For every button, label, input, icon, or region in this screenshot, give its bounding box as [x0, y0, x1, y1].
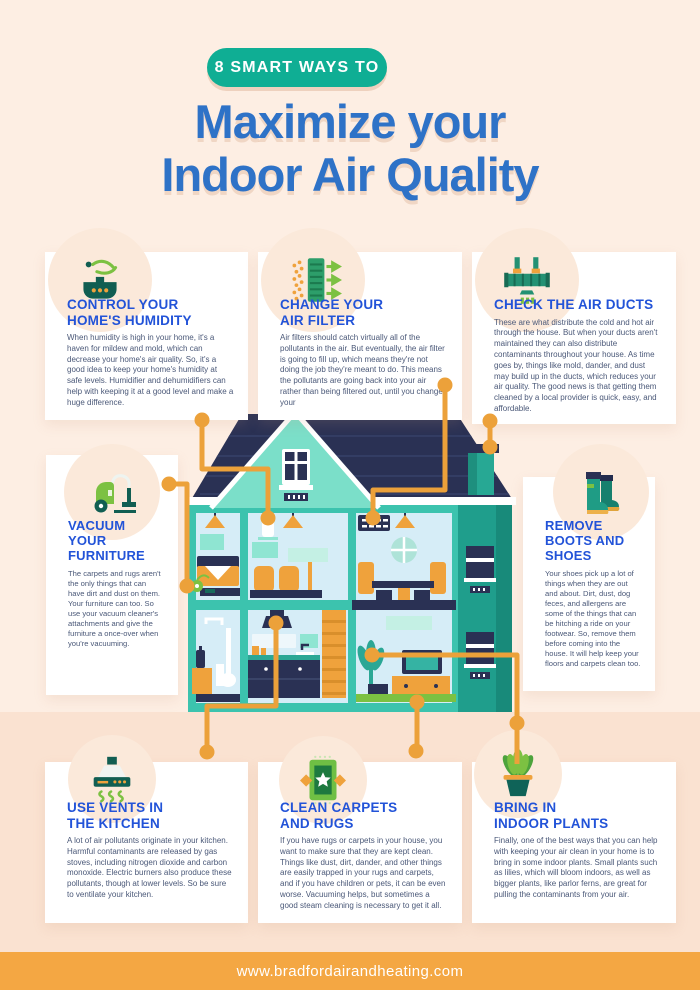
air-duct-icon [504, 257, 550, 304]
humidity-icon-circle [48, 228, 152, 332]
card-heading: USE VENTS IN THE KITCHEN [67, 800, 164, 831]
card-heading: CHECK THE AIR DUCTS [494, 297, 654, 312]
card-carpets: CLEAN CARPETS AND RUGS If you have rugs … [258, 736, 462, 923]
rug-icon [299, 755, 347, 805]
filter-icon-circle [261, 228, 365, 332]
bedroom [191, 534, 240, 596]
card-heading: CONTROL YOUR HOME'S HUMIDITY [67, 297, 192, 328]
card-body: If you have rugs or carpets in your hous… [280, 836, 446, 910]
header-badge: 8 SMART WAYS TO [207, 48, 387, 87]
card-body: These are what distribute the cold and h… [494, 317, 658, 413]
page-title: Maximize your Indoor Air Quality [0, 95, 700, 201]
boots-icon-circle [553, 444, 649, 540]
carpets-icon-circle [279, 736, 367, 824]
card-heading: VACUUM YOUR FURNITURE [68, 518, 145, 563]
title-line-1: Maximize your [194, 95, 507, 148]
card-heading: REMOVE BOOTS AND SHOES [545, 518, 625, 563]
humidifier-icon [83, 259, 118, 299]
card-body: A lot of air pollutants originate in you… [67, 836, 232, 900]
house-roof [188, 408, 516, 510]
card-body: The carpets and rugs aren't the only thi… [68, 568, 161, 648]
badge-label: 8 SMART WAYS TO [214, 58, 380, 76]
card-body: Air filters should catch virtually all o… [280, 333, 445, 407]
card-kitchen-vents: USE VENTS IN THE KITCHEN A lot of air po… [45, 735, 248, 923]
vacuum-icon-circle [64, 444, 160, 540]
card-vacuum: VACUUM YOUR FURNITURE The carpets and ru… [46, 444, 178, 695]
card-air-filter: CHANGE YOUR AIR FILTER Air filters shoul… [258, 228, 462, 420]
card-body: When humidity is high in your home, it's… [67, 333, 234, 407]
range-hood-icon [93, 756, 131, 803]
ceiling-lamps [205, 513, 415, 528]
card-boots: REMOVE BOOTS AND SHOES Your shoes pick u… [523, 444, 655, 691]
card-plants: BRING IN INDOOR PLANTS Finally, one of t… [472, 730, 676, 923]
card-body: Your shoes pick up a lot of things when … [545, 568, 641, 668]
footer-url: www.bradfordairandheating.com [236, 962, 464, 980]
card-heading: BRING IN INDOOR PLANTS [494, 800, 609, 831]
footer-bar: www.bradfordairandheating.com [0, 952, 700, 990]
boots-icon [586, 472, 620, 514]
plant-icon [502, 748, 534, 797]
card-heading: CLEAN CARPETS AND RUGS [280, 800, 398, 831]
card-air-ducts: CHECK THE AIR DUCTS These are what distr… [472, 228, 676, 424]
kitchen-icon-circle [68, 735, 156, 823]
card-heading: CHANGE YOUR AIR FILTER [280, 297, 384, 328]
air-filter-icon [292, 258, 342, 302]
card-body: Finally, one of the best ways that you c… [494, 836, 658, 900]
house-tower [458, 505, 512, 712]
vacuum-icon [94, 474, 136, 513]
title-line-2: Indoor Air Quality [161, 147, 539, 201]
ducts-icon-circle [475, 228, 579, 332]
card-humidity: CONTROL YOUR HOME'S HUMIDITY When humidi… [45, 228, 248, 420]
